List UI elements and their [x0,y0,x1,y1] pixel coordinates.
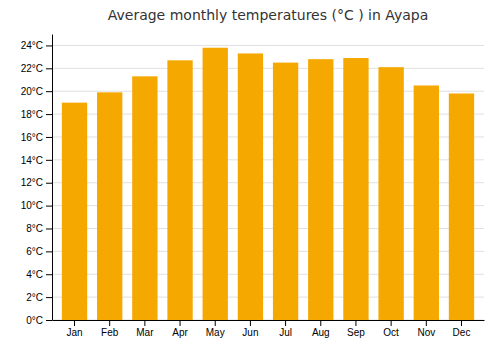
tick-label: 22°C [21,63,43,74]
y-tick: 12°C [21,177,52,188]
bar [203,48,228,320]
bar [414,85,439,320]
tick-mark [426,320,427,326]
x-tick: Sep [347,320,365,338]
bar [273,63,298,320]
tick-mark [46,45,52,46]
tick-label: Dec [453,327,471,338]
tick-label: Jun [242,327,258,338]
tick-mark [46,228,52,229]
tick-mark [46,91,52,92]
bar [238,53,263,320]
x-tick: Jan [66,320,82,338]
x-tick: Jul [279,320,292,338]
tick-label: 20°C [21,86,43,97]
tick-mark [46,320,52,321]
x-tick: Oct [383,320,399,338]
tick-label: 18°C [21,109,43,120]
tick-mark [180,320,181,326]
tick-label: Aug [312,327,330,338]
y-tick: 6°C [26,246,52,257]
bar [449,93,474,320]
tick-mark [391,320,392,326]
tick-mark [461,320,462,326]
y-tick: 8°C [26,223,52,234]
bar [62,103,87,320]
grid-line [52,45,484,46]
tick-mark [46,68,52,69]
tick-mark [46,206,52,207]
grid [52,45,484,320]
y-tick: 18°C [21,109,52,120]
tick-mark [46,274,52,275]
y-tick: 2°C [26,292,52,303]
y-tick: 4°C [26,269,52,280]
y-axis: 0°C 2°C 4°C 6°C 8°C 10°C 12°C 14°C 16°C 18°C 20°C 2… [21,35,53,326]
tick-label: Oct [383,327,399,338]
tick-mark [144,320,145,326]
tick-label: 12°C [21,177,43,188]
bar [97,92,122,320]
bar [343,58,368,320]
y-tick: 20°C [21,86,52,97]
tick-mark [46,137,52,138]
plot-area [62,48,474,320]
tick-mark [320,320,321,326]
x-tick: Dec [453,320,471,338]
tick-label: Mar [136,327,154,338]
tick-label: May [206,327,225,338]
bar [167,60,192,320]
tick-label: 14°C [21,155,43,166]
x-tick: Feb [101,320,119,338]
x-axis: Jan Feb Mar Apr May Jun Jul Aug Sep Oct Nov Dec [53,320,485,338]
bar [308,59,333,320]
tick-label: Jul [279,327,292,338]
tick-label: Feb [101,327,119,338]
tick-label: 2°C [26,292,43,303]
tick-label: 0°C [26,315,43,326]
tick-label: 16°C [21,132,43,143]
x-tick: Aug [312,320,330,338]
x-tick: Nov [417,320,435,338]
x-tick: May [206,320,225,338]
y-tick: 10°C [21,200,52,211]
y-tick: 22°C [21,63,52,74]
tick-label: 10°C [21,200,43,211]
tick-mark [109,320,110,326]
title: Average monthly temperatures (°C ) in Ay… [108,7,429,23]
tick-label: Apr [172,327,188,338]
tick-mark [250,320,251,326]
axis-line [52,35,53,321]
tick-mark [46,114,52,115]
tick-label: 24°C [21,40,43,51]
y-tick: 0°C [26,315,52,326]
x-tick: Apr [172,320,188,338]
tick-mark [46,251,52,252]
axis-line [53,320,485,321]
tick-mark [215,320,216,326]
tick-label: Jan [66,327,82,338]
y-tick: 16°C [21,132,52,143]
y-tick: 14°C [21,155,52,166]
grid-line [52,68,484,69]
tick-mark [46,297,52,298]
chart: 0°C 2°C 4°C 6°C 8°C 10°C 12°C 14°C 16°C 18°C 20°C 2… [0,0,500,350]
tick-mark [46,160,52,161]
bar [132,76,157,320]
y-tick: 24°C [21,40,52,51]
tick-mark [74,320,75,326]
tick-label: Nov [417,327,435,338]
tick-mark [285,320,286,326]
tick-mark [355,320,356,326]
x-tick: Mar [136,320,154,338]
tick-label: 8°C [26,223,43,234]
bar [378,67,403,320]
tick-mark [46,183,52,184]
tick-label: 6°C [26,246,43,257]
x-tick: Jun [242,320,258,338]
tick-label: Sep [347,327,365,338]
tick-label: 4°C [26,269,43,280]
